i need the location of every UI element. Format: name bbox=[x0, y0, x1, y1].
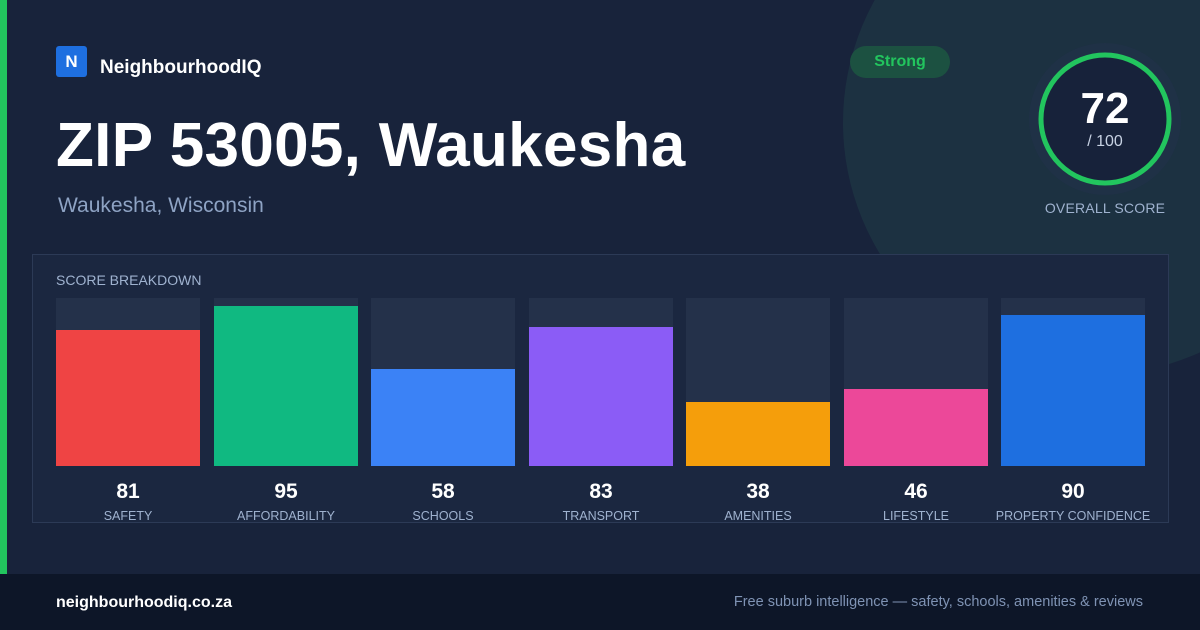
bar-label-safety: SAFETY bbox=[103, 509, 153, 523]
bar-amenities bbox=[686, 402, 830, 466]
bar-schools bbox=[371, 369, 515, 466]
brand-name: NeighbourhoodIQ bbox=[100, 57, 262, 78]
page-subtitle: Waukesha, Wisconsin bbox=[58, 194, 264, 217]
overall-score-ring bbox=[1029, 43, 1181, 195]
score-breakdown-heading: SCORE BREAKDOWN bbox=[56, 272, 202, 288]
bar-value-amenities: 38 bbox=[746, 480, 770, 503]
bar-label-property-confidence: PROPERTY CONFIDENCE bbox=[995, 509, 1151, 523]
overall-score-label: OVERALL SCORE bbox=[1044, 200, 1166, 216]
overall-score-denominator: / 100 bbox=[1087, 133, 1123, 150]
bar-value-lifestyle: 46 bbox=[904, 480, 928, 503]
accent-bar bbox=[0, 0, 7, 574]
bar-label-affordability: AFFORDABILITY bbox=[237, 509, 335, 523]
score-ring-inner bbox=[1043, 57, 1167, 181]
bar-lifestyle bbox=[844, 389, 988, 466]
bar-affordability bbox=[214, 306, 358, 466]
bar-label-schools: SCHOOLS bbox=[412, 509, 474, 523]
brand-logo-icon: N bbox=[56, 46, 87, 77]
bar-transport bbox=[529, 327, 673, 466]
status-badge: Strong bbox=[850, 46, 950, 78]
bar-value-transport: 83 bbox=[589, 480, 613, 503]
bar-property-confidence bbox=[1001, 315, 1145, 466]
score-breakdown-chart: 81 SAFETY 95 AFFORDABILITY 58 SCHOOLS 83 TRANSP… bbox=[56, 306, 1151, 523]
bar-value-property-confidence: 90 bbox=[1061, 480, 1085, 503]
bar-value-safety: 81 bbox=[116, 480, 140, 503]
page-title: ZIP 53005, Waukesha bbox=[56, 111, 686, 180]
overall-score-value: 72 bbox=[1080, 84, 1130, 133]
bar-label-lifestyle: LIFESTYLE bbox=[883, 509, 949, 523]
score-ring-progress bbox=[1038, 52, 1172, 186]
bar-safety bbox=[56, 330, 200, 466]
bar-label-amenities: AMENITIES bbox=[724, 509, 792, 523]
footer bbox=[0, 574, 1200, 630]
bar-label-transport: TRANSPORT bbox=[562, 509, 640, 523]
bar-value-affordability: 95 bbox=[274, 480, 298, 503]
bar-value-schools: 58 bbox=[431, 480, 455, 503]
footer-tagline: Free suburb intelligence — safety, schoo… bbox=[733, 594, 1143, 610]
footer-url-link[interactable]: neighbourhoodiq.co.za bbox=[56, 594, 232, 611]
